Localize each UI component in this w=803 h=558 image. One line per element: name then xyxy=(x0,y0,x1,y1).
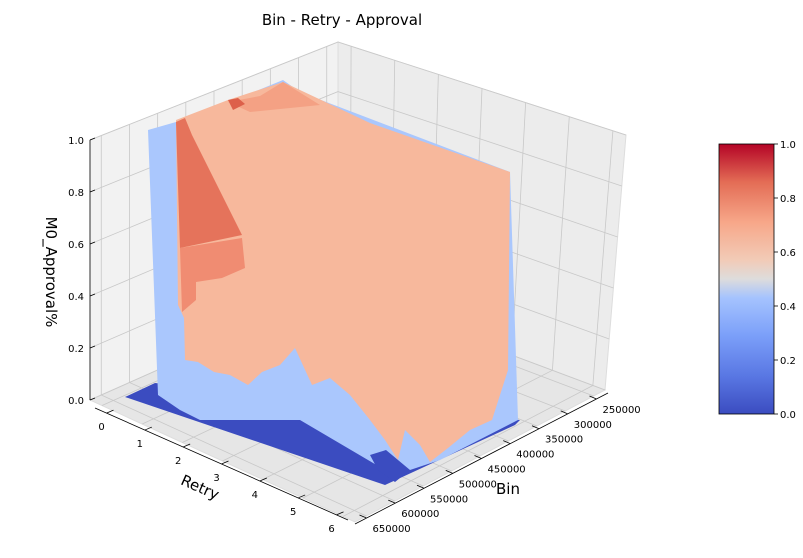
surface-peak-lower xyxy=(180,238,245,312)
z-tick-label: 0.4 xyxy=(68,292,84,303)
bin-tick xyxy=(359,514,367,519)
colorbar-tick-label: 1.0 xyxy=(780,140,796,151)
bin-gridline xyxy=(129,124,395,502)
bin-tick-label: 250000 xyxy=(603,405,641,416)
surface-ridge-top xyxy=(228,82,320,112)
z-tick xyxy=(89,293,96,297)
surface-peak-left xyxy=(176,118,242,248)
retry-tick-label: 1 xyxy=(137,439,143,450)
bin-tick xyxy=(531,425,540,430)
retry-tick xyxy=(298,494,306,499)
bin-tick xyxy=(445,470,453,474)
retry-tick-label: 4 xyxy=(252,490,258,501)
retry-tick xyxy=(336,511,344,516)
retry-tick-label: 2 xyxy=(175,456,181,467)
retry-tick xyxy=(106,409,114,414)
colorbar-tick-label: 0.6 xyxy=(780,248,796,259)
retry-tick xyxy=(259,477,267,482)
colorbar-tick-label: 0.0 xyxy=(780,410,796,421)
bin-tick-label: 400000 xyxy=(516,450,554,461)
retry-tick-label: 5 xyxy=(290,507,296,518)
bin-tick xyxy=(474,455,482,459)
colorbar: 0.0 0.2 0.4 0.6 0.8 1.0 xyxy=(718,140,796,421)
retry-tick xyxy=(221,460,229,465)
colorbar-tick-label: 0.4 xyxy=(780,302,796,313)
z-tick-label: 0.8 xyxy=(68,188,84,199)
z-tick xyxy=(89,241,96,245)
colorbar-tick-label: 0.8 xyxy=(780,194,796,205)
retry-tick xyxy=(144,426,152,431)
bin-tick-label: 350000 xyxy=(545,435,583,446)
bin-tick-label: 600000 xyxy=(401,509,439,520)
surface-plot xyxy=(125,80,520,485)
z-tick-label: 1.0 xyxy=(68,136,84,147)
colorbar-tick-label: 0.2 xyxy=(780,356,796,367)
bin-tick xyxy=(560,410,568,415)
y-axis: 0 1 2 3 4 5 6 xyxy=(94,407,349,535)
bin-tick-label: 300000 xyxy=(574,420,612,431)
z-tick xyxy=(89,189,96,193)
surface-high-plateau xyxy=(176,82,510,462)
surface-ridge-accent xyxy=(228,98,245,110)
bin-tick-label: 500000 xyxy=(459,479,497,490)
retry-tick-label: 6 xyxy=(328,524,334,535)
z-tick xyxy=(89,345,96,349)
z-tick-label: 0.6 xyxy=(68,240,84,251)
bin-tick-label: 650000 xyxy=(373,524,411,535)
x-axis-label: Bin xyxy=(496,480,520,498)
bin-tick xyxy=(388,499,396,504)
bin-tick-label: 450000 xyxy=(488,465,526,476)
x-axis: 250000 300000 350000 400000 450000 500000 5500… xyxy=(354,392,641,535)
bin-tick-label: 550000 xyxy=(430,494,468,505)
bin-tick xyxy=(589,395,597,400)
colorbar-gradient xyxy=(718,143,775,415)
retry-tick xyxy=(183,443,191,448)
bin-tick xyxy=(416,484,425,489)
retry-gridline xyxy=(342,130,614,517)
retry-tick-label: 3 xyxy=(213,473,219,484)
retry-tick-label: 0 xyxy=(98,422,104,433)
bin-gridline xyxy=(100,135,367,517)
bin-tick xyxy=(503,440,511,444)
surface-front-edge xyxy=(370,450,410,482)
z-tick-label: 0.0 xyxy=(68,396,84,407)
z-axis-label: M0_Approval% xyxy=(41,217,60,328)
colorbar-ticks: 0.0 0.2 0.4 0.6 0.8 1.0 xyxy=(774,140,796,421)
chart-title: Bin - Retry - Approval xyxy=(262,11,422,29)
z-gridline xyxy=(89,41,627,141)
z-tick xyxy=(89,397,96,401)
z-tick-label: 0.2 xyxy=(68,344,84,355)
z-axis: 0.0 0.2 0.4 0.6 0.8 1.0 xyxy=(68,136,96,407)
z-tick xyxy=(89,137,96,141)
